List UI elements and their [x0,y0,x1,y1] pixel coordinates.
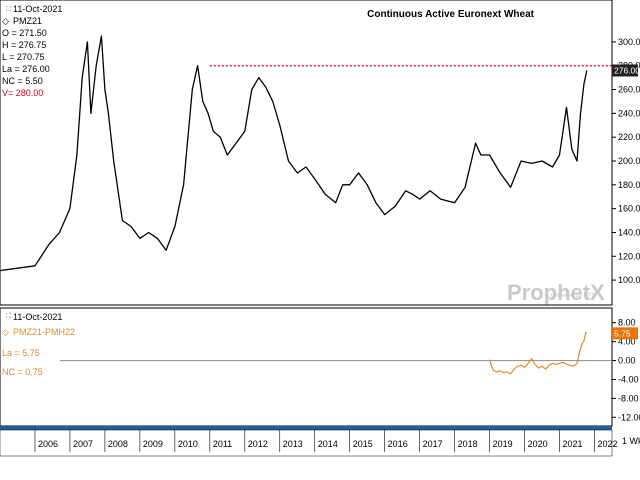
main-last: La = 276.00 [2,64,50,74]
main-net-change: NC = 5.50 [2,76,43,86]
watermark-sub: powered by DTN [551,293,596,299]
x-tick-label: 2013 [283,439,303,449]
y-tick-label: 8.00 [618,318,636,328]
main-panel-frame [0,0,613,306]
main-series: 276.00 [0,35,640,272]
x-tick-label: 2020 [528,439,548,449]
spread-y-axis: 8.00 4.00 0.00 -4.00 -8.00 -12.00 [612,318,640,422]
price-line [0,35,588,272]
main-high: H = 276.75 [2,40,46,50]
last-value-label: 5.75 [614,328,631,338]
y-tick-label: -4.00 [618,374,639,384]
x-tick-label: 2008 [108,439,128,449]
main-reference-value: V= 280.00 [2,88,43,98]
spread-series: 5.75 [60,327,638,375]
chart-title: Continuous Active Euronext Wheat [367,9,535,20]
y-tick-label: 4.00 [618,337,636,347]
y-tick-label: 120.00 [618,251,640,261]
spread-diamond-icon: ◇ [2,327,9,337]
x-tick-label: 2006 [38,439,58,449]
main-symbol: PMZ21 [13,16,42,26]
x-tick-label: 2009 [143,439,163,449]
x-tick-label: 2018 [458,439,478,449]
x-tick-label: 2022 [598,439,618,449]
diamond-icon: ◇ [2,16,9,26]
y-tick-label: 180.00 [618,180,640,190]
spread-line [489,331,588,375]
y-tick-label: 200.00 [618,156,640,166]
x-tick-label: 2012 [248,439,268,449]
spread-date: 11-Oct-2021 [13,312,62,322]
x-tick-label: 2021 [563,439,583,449]
x-tick-label: 2019 [493,439,513,449]
last-value-label: 276.00 [614,65,640,75]
y-tick-label: 0.00 [618,356,636,366]
main-low: L = 270.75 [2,52,44,62]
period-label[interactable]: 1 Wk [622,436,640,446]
last-price-badge [612,64,638,77]
spread-panel-frame [0,307,613,427]
last-spread-badge [612,327,638,340]
y-tick-label: -12.00 [618,412,640,422]
x-tick-label: 2016 [388,439,408,449]
watermark: ProphetX [507,280,605,305]
x-axis: 2006 2007 2008 2009 2010 2011 2012 2013 2014 2015… [34,430,618,452]
spread-expand-icon[interactable]: ⛶ [6,312,11,320]
y-tick-label: 260.00 [618,85,640,95]
x-tick-label: 2011 [213,439,232,449]
y-tick-label: 160.00 [618,204,640,214]
spread-symbol: PMZ21-PMH22 [13,327,75,337]
y-tick-label: 100.00 [618,275,640,285]
y-tick-label: 240.00 [618,108,640,118]
spread-last: La = 5.75 [2,348,40,358]
x-tick-label: 2010 [178,439,198,449]
x-tick-label: 2015 [353,439,373,449]
expand-icon[interactable]: ⛶ [6,5,11,13]
main-date: 11-Oct-2021 [13,4,62,14]
x-tick-label: 2014 [318,439,338,449]
time-scrollbar[interactable] [0,426,612,430]
main-open: O = 271.50 [2,28,47,38]
time-axis [0,429,613,457]
y-tick-label: 220.00 [618,132,640,142]
spread-net-change: NC = 0.75 [2,367,43,377]
y-tick-label: 300.00 [618,37,640,47]
y-tick-label: -8.00 [618,393,639,403]
y-tick-label: 140.00 [618,227,640,237]
x-tick-label: 2007 [73,439,93,449]
x-tick-label: 2017 [423,439,443,449]
